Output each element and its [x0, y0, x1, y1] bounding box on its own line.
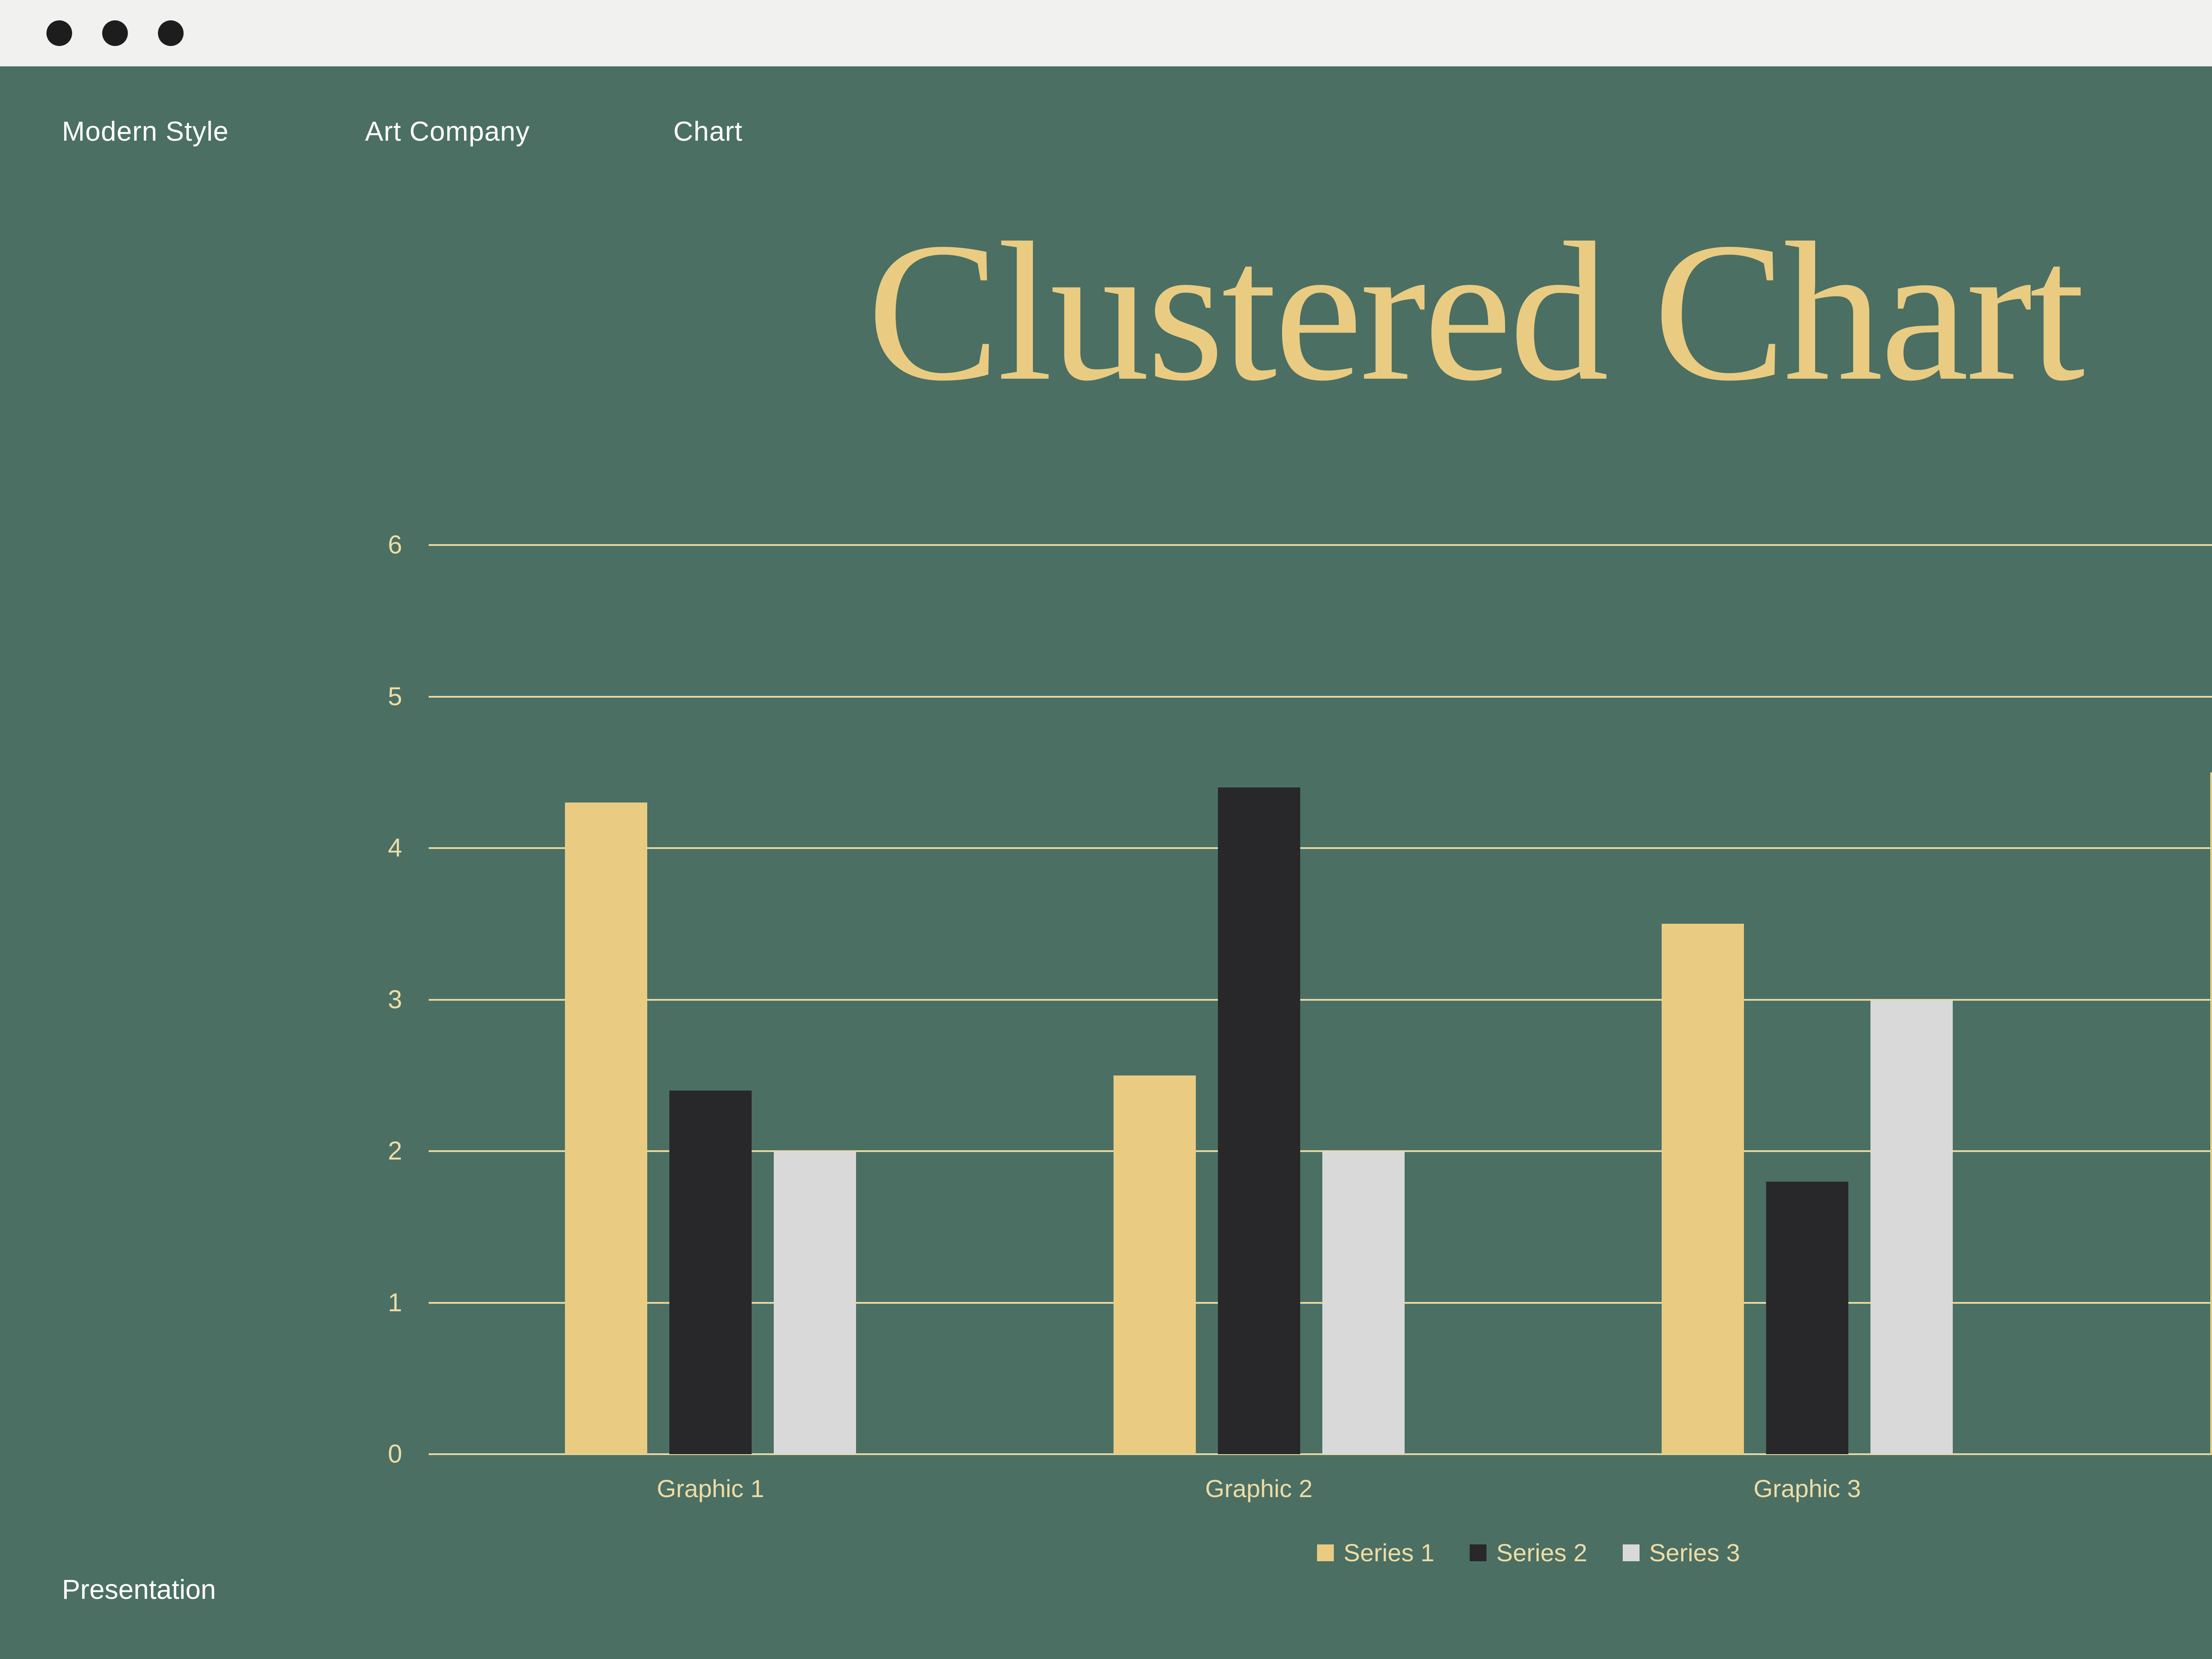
y-axis-tick-label: 6	[388, 530, 402, 559]
page-title: Clustered Chart	[867, 202, 2085, 422]
plot-area: 0 1 2 3 4 5 6 Graphic 1 Graphic 2 Graphic 3 Graphi…	[388, 530, 2212, 1567]
bar	[1322, 1151, 1405, 1454]
bar	[1662, 924, 1744, 1454]
gridline	[429, 1150, 2212, 1152]
x-axis-category-label: Graphic 1	[657, 1475, 764, 1502]
legend-swatch-icon	[1622, 1544, 1640, 1561]
slide: Modern Style Art Company Chart Clustered…	[0, 66, 2212, 1659]
legend-label: Series 1	[1343, 1539, 1435, 1567]
legend-label: Series 3	[1649, 1539, 1740, 1567]
window-dot-icon[interactable]	[102, 20, 128, 46]
y-axis-tick-label: 1	[388, 1288, 402, 1317]
legend-label: Series 2	[1496, 1539, 1587, 1567]
bar	[1113, 1075, 1196, 1454]
gridline	[429, 544, 2212, 546]
legend-item: Series 2	[1470, 1538, 1587, 1567]
gridline	[429, 998, 2212, 1001]
y-axis-tick-label: 0	[388, 1440, 402, 1468]
y-axis-tick-label: 3	[388, 985, 402, 1014]
window-dot-icon[interactable]	[158, 20, 184, 46]
gridline	[429, 1302, 2212, 1304]
bar	[1217, 787, 1300, 1454]
x-axis-category-label: Graphic 4	[2210, 1474, 2212, 1503]
y-axis-tick-label: 5	[388, 682, 402, 711]
legend-swatch-icon	[1317, 1544, 1334, 1561]
y-axis-tick-label: 4	[388, 833, 402, 862]
footer-label-presentation: Presentation	[62, 1575, 216, 1605]
bar	[669, 1091, 752, 1454]
bar	[1766, 1181, 1848, 1454]
x-axis-category-label: Graphic 3	[1753, 1475, 1861, 1502]
gridline	[429, 695, 2212, 698]
legend-item: Series 1	[1317, 1538, 1434, 1567]
window-bar	[0, 0, 2212, 66]
nav-item-art-company[interactable]: Art Company	[365, 116, 530, 147]
gridline	[429, 1453, 2212, 1455]
nav-item-chart[interactable]: Chart	[673, 116, 743, 147]
legend-swatch-icon	[1470, 1544, 1487, 1561]
window-dot-icon[interactable]	[46, 20, 72, 46]
y-axis-tick-label: 2	[388, 1137, 402, 1165]
window-controls	[46, 20, 184, 46]
bar	[1870, 999, 1953, 1454]
x-axis-category-label: Graphic 2	[1205, 1475, 1313, 1502]
gridline	[429, 847, 2212, 849]
nav-item-modern-style[interactable]: Modern Style	[62, 116, 229, 147]
bar	[774, 1151, 856, 1454]
legend-item: Series 3	[1622, 1538, 1740, 1567]
chart-legend: Series 1 Series 2 Series 3	[429, 1538, 2212, 1567]
bar	[565, 803, 647, 1454]
bar	[2210, 772, 2212, 1454]
